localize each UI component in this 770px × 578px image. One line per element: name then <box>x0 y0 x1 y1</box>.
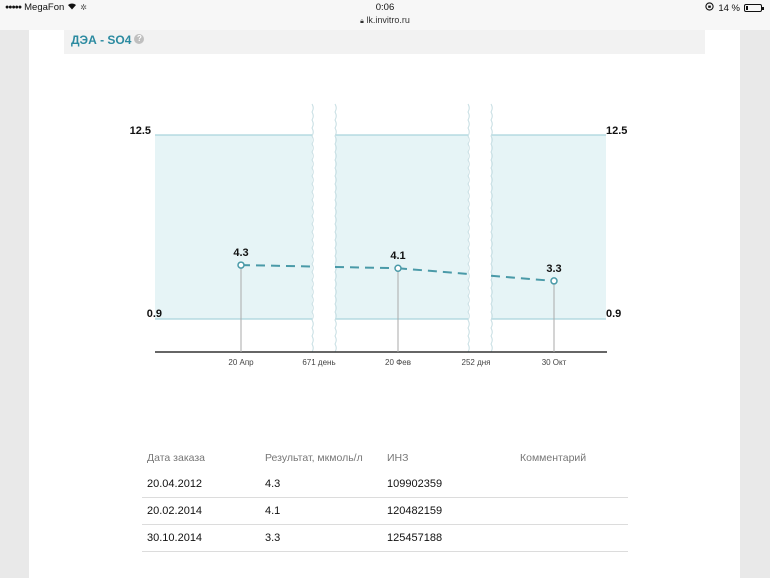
help-icon[interactable]: ? <box>134 34 145 44</box>
page-title: ДЭА - SO4? <box>71 33 145 47</box>
table-row: 20.04.2012 4.3 109902359 <box>142 471 628 498</box>
header-order-date: Дата заказа <box>147 452 206 464</box>
gap-duration-label: 671 день <box>302 358 335 367</box>
header-inz: ИНЗ <box>387 452 409 464</box>
cell-inz: 120482159 <box>387 505 443 517</box>
trend-line-segment <box>397 267 469 275</box>
status-bar: ●●●●● MegaFon ✲ 0:06 🔒︎ lk.invitro.ru 14… <box>0 0 770 30</box>
table-row: 20.02.2014 4.1 120482159 <box>142 498 628 525</box>
rotation-lock-icon <box>705 2 714 14</box>
results-table: Дата заказа Результат, мкмоль/л ИНЗ Комм… <box>142 445 628 552</box>
status-left: ●●●●● MegaFon ✲ <box>5 2 87 13</box>
results-chart: 12.5 12.5 0.9 0.9 4.3 20 Апр 4.1 20 Фев 3.3 30 Ок… <box>130 103 627 367</box>
activity-icon: ✲ <box>80 3 87 12</box>
signal-icon: ●●●●● <box>5 4 22 11</box>
reference-range-band <box>155 135 312 319</box>
header-comment: Комментарий <box>520 452 587 464</box>
axis-break-line <box>467 103 470 353</box>
status-center: 0:06 🔒︎ lk.invitro.ru <box>0 2 770 26</box>
carrier-name: MegaFon <box>24 2 65 13</box>
table-row: 30.10.2014 3.3 125457188 <box>142 525 628 552</box>
url-text: lk.invitro.ru <box>366 15 410 25</box>
cell-date: 20.02.2014 <box>147 505 203 517</box>
clock: 0:06 <box>375 2 395 13</box>
trend-line-segment <box>240 264 313 268</box>
battery-icon <box>744 4 764 12</box>
data-point <box>550 277 558 285</box>
reference-range-band <box>491 135 606 319</box>
cell-inz: 109902359 <box>387 478 443 490</box>
trend-line-segment <box>490 274 555 282</box>
axis-break-line <box>490 103 493 353</box>
axis-break-line <box>311 103 314 353</box>
cell-result: 3.3 <box>265 532 281 544</box>
page-content: ДЭА - SO4? 12.5 12.5 0.9 0.9 4.3 20 Апр 4.1 20 … <box>29 30 740 578</box>
battery-percent: 14 % <box>718 2 740 14</box>
lower-limit-label-right: 0.9 <box>606 308 621 320</box>
data-label: 3.3 <box>546 263 561 275</box>
wifi-icon <box>67 2 77 13</box>
cell-result: 4.3 <box>265 478 281 490</box>
battery-fill <box>746 6 748 10</box>
x-tick-label: 20 Фев <box>385 358 411 367</box>
cell-inz: 125457188 <box>387 532 443 544</box>
status-right: 14 % <box>705 2 764 14</box>
lock-icon: 🔒︎ <box>360 18 364 25</box>
x-tick-label: 30 Окт <box>542 358 567 367</box>
reference-range-band <box>335 135 468 319</box>
cell-result: 4.1 <box>265 505 281 517</box>
upper-limit-label-left: 12.5 <box>130 125 151 137</box>
test-header: ДЭА - SO4? <box>64 30 705 54</box>
cell-date: 30.10.2014 <box>147 532 203 544</box>
lower-limit-label-left: 0.9 <box>147 308 162 320</box>
data-label: 4.3 <box>233 247 248 259</box>
address-bar[interactable]: 🔒︎ lk.invitro.ru <box>0 15 770 26</box>
trend-line-segment <box>334 265 399 270</box>
cell-date: 20.04.2012 <box>147 478 203 490</box>
upper-limit-label-right: 12.5 <box>606 125 627 137</box>
test-name: ДЭА - SO4 <box>71 33 132 47</box>
data-label: 4.1 <box>390 250 405 262</box>
axis-break-line <box>334 103 337 353</box>
table-header-row: Дата заказа Результат, мкмоль/л ИНЗ Комм… <box>142 445 628 471</box>
gap-duration-label: 252 дня <box>462 358 491 367</box>
data-point <box>237 261 245 269</box>
x-tick-label: 20 Апр <box>228 358 254 367</box>
header-result: Результат, мкмоль/л <box>265 452 363 464</box>
data-point <box>394 264 402 272</box>
